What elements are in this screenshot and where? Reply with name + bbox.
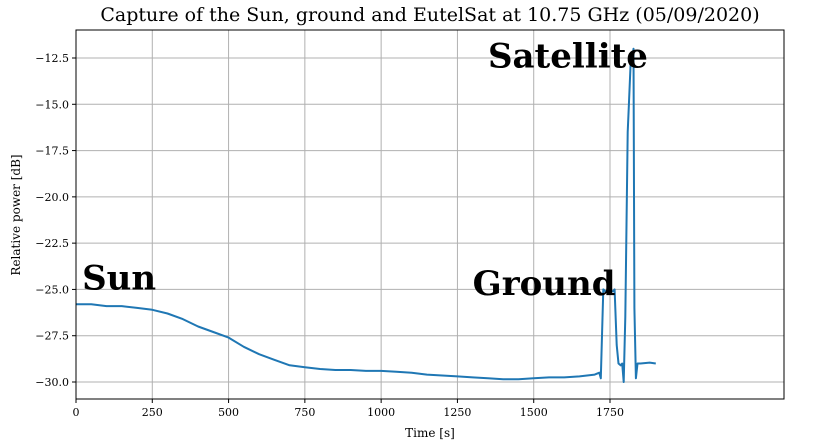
y-tick-label: −27.5: [35, 330, 69, 343]
x-tick-label: 500: [218, 406, 239, 419]
annotations: Sun Ground Satellite: [82, 36, 648, 304]
x-tick-label: 1250: [443, 406, 471, 419]
y-tick-label: −25.0: [35, 283, 69, 296]
plot-frame: [75, 29, 785, 400]
grid-lines: [75, 30, 784, 399]
y-axis-label: Relative power [dB]: [9, 154, 23, 275]
y-tick-label: −12.5: [35, 52, 69, 65]
x-tick-label: 1000: [367, 406, 395, 419]
x-tick-label: 0: [73, 406, 80, 419]
y-tick-label: −22.5: [35, 237, 69, 250]
x-tick-label: 250: [142, 406, 163, 419]
y-tick-label: −15.0: [35, 98, 69, 111]
annotation-sun: Sun: [82, 258, 156, 298]
annotation-satellite: Satellite: [488, 36, 648, 76]
power-series-line: [76, 47, 656, 383]
x-tick-label: 750: [294, 406, 315, 419]
chart-title: Capture of the Sun, ground and EutelSat …: [100, 4, 760, 26]
annotation-ground: Ground: [473, 264, 616, 304]
y-tick-label: −20.0: [35, 191, 69, 204]
x-tick-label: 1500: [520, 406, 548, 419]
y-tick-label: −17.5: [35, 145, 69, 158]
y-tick-label: −30.0: [35, 376, 69, 389]
x-axis-label: Time [s]: [405, 426, 455, 440]
x-tick-label: 1750: [596, 406, 624, 419]
axis-ticks: 0 250 500 750 1000 1250 1500 1750 −12.5 −15.0 −17.…: [35, 52, 624, 419]
